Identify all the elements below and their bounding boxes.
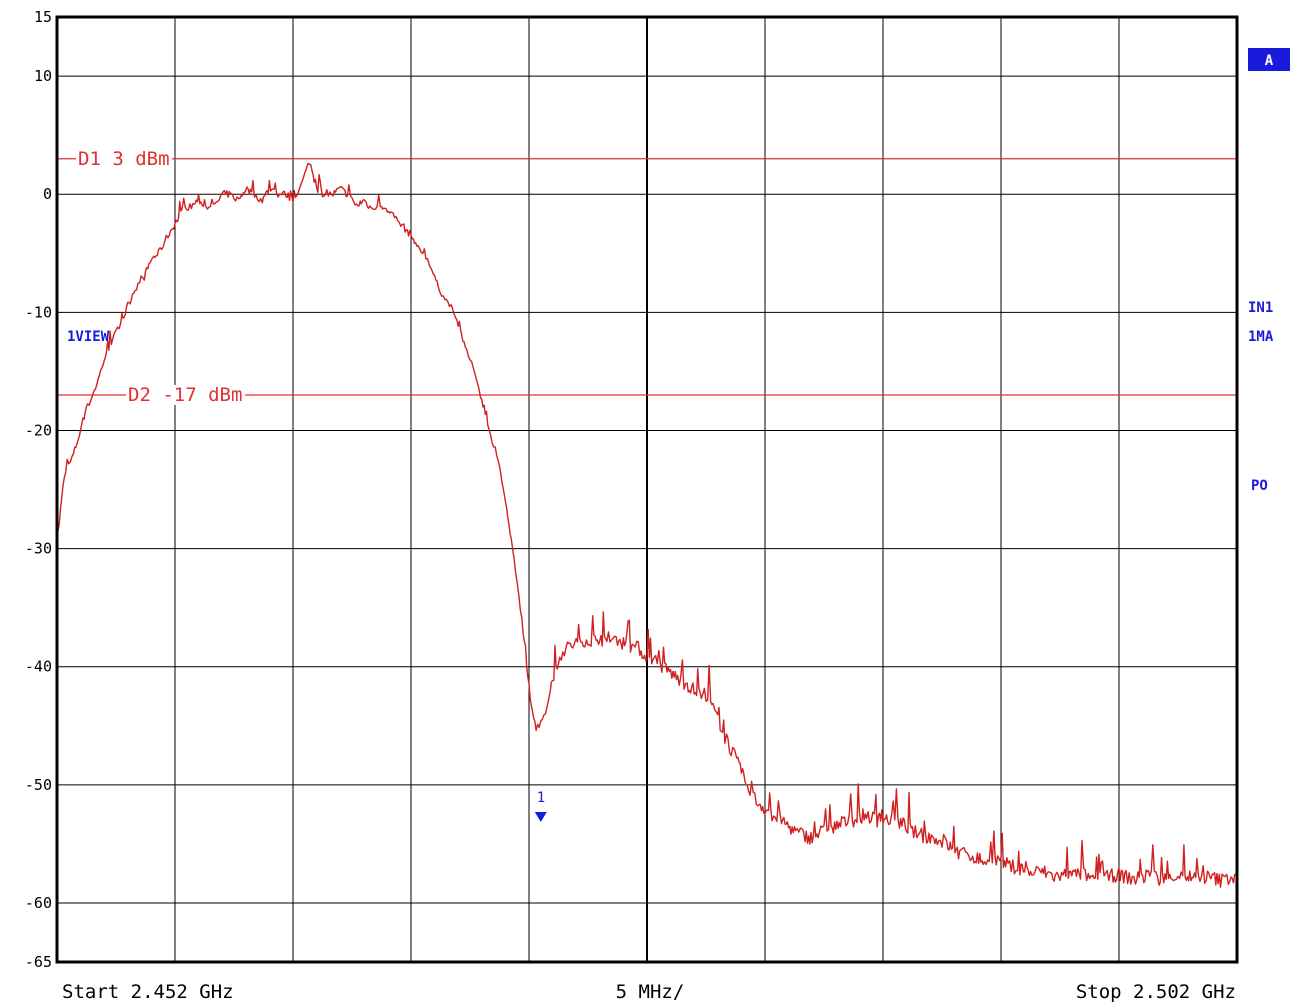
y-tick-label: -50 [25, 776, 52, 794]
annotations: A IN1 1MA PO 1VIEW 1 [67, 48, 1290, 822]
y-tick-label: -20 [25, 421, 52, 439]
start-frequency: Start 2.452 GHz [62, 981, 234, 1003]
display-line-label-1: D1 3 dBm [78, 148, 170, 170]
y-tick-label: -40 [25, 658, 52, 676]
display-line-label-bg [76, 148, 172, 169]
spectrum-trace [56, 162, 1238, 888]
trace-view-label: 1VIEW [67, 329, 110, 345]
y-tick-label: -65 [25, 953, 52, 971]
trace-mode-label: 1MA [1248, 329, 1274, 345]
span-per-division: 5 MHz/ [616, 981, 685, 1003]
trace-a-label: A [1265, 53, 1274, 69]
display-line-label-bg [126, 385, 245, 405]
y-tick-label: -10 [25, 303, 52, 321]
plot-frame [55, 15, 1239, 964]
detector-label: PO [1251, 478, 1268, 494]
y-tick-label: 15 [34, 8, 52, 26]
trace-a-badge [1248, 48, 1290, 71]
y-tick-label: 10 [34, 67, 52, 85]
y-tick-labels: 15 10 0 -10 -20 -30 -40 -50 -60 -65 [25, 8, 52, 971]
y-tick-label: 0 [43, 185, 52, 203]
display-line-label-2: D2 -17 dBm [128, 384, 242, 406]
y-tick-label: -30 [25, 540, 52, 558]
footer: Start 2.452 GHz 5 MHz/ Stop 2.502 GHz [62, 981, 1236, 1003]
input-label: IN1 [1248, 300, 1273, 316]
display-lines: D1 3 dBm D2 -17 dBm [57, 148, 1237, 406]
stop-frequency: Stop 2.502 GHz [1076, 981, 1236, 1003]
trace-group [56, 162, 1238, 888]
marker-label: 1 [537, 790, 545, 806]
marker-triangle-icon [534, 811, 547, 822]
y-tick-label: -60 [25, 894, 52, 912]
